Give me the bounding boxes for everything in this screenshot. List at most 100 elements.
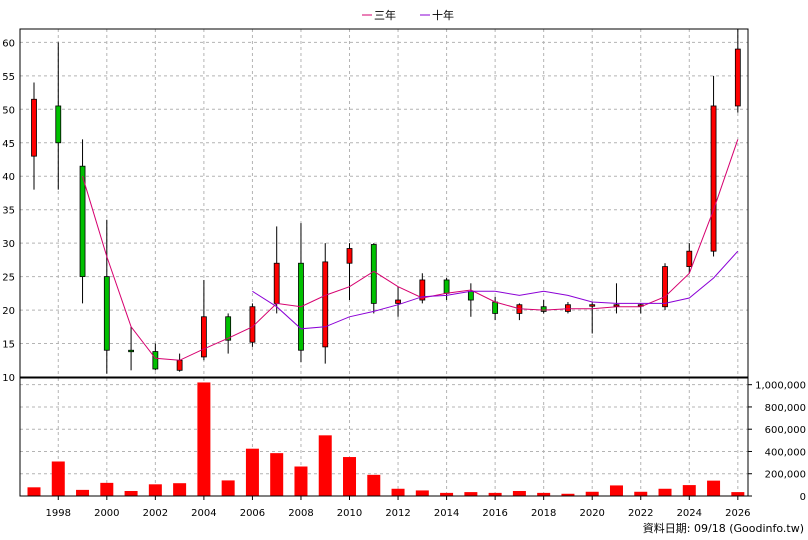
volume-tick-label: 800,000 bbox=[765, 403, 806, 414]
candle-2000 bbox=[103, 219, 110, 374]
year-tick-label: 2012 bbox=[385, 508, 410, 519]
volume-panel-frame bbox=[19, 377, 749, 497]
price-tick-label: 10 bbox=[2, 373, 15, 384]
candle-2009 bbox=[322, 243, 329, 364]
price-tick-label: 35 bbox=[2, 206, 15, 217]
volume-bar-2005 bbox=[221, 480, 235, 496]
volume-bar-2017 bbox=[512, 490, 526, 496]
candle-2002 bbox=[152, 343, 159, 371]
candle-2004 bbox=[200, 279, 207, 361]
volume-bar-2011 bbox=[367, 474, 381, 496]
volume-bar-2025 bbox=[707, 480, 721, 496]
volume-tick-label: 0 bbox=[800, 492, 806, 503]
year-tick-label: 2024 bbox=[677, 508, 702, 519]
data-date-credit: 資料日期: 09/18 (Goodinfo.tw) bbox=[643, 521, 804, 535]
candle-body bbox=[79, 165, 86, 278]
candle-1999 bbox=[79, 139, 86, 304]
candle-body bbox=[31, 98, 37, 157]
candle-2023 bbox=[662, 263, 668, 311]
volume-bar-2022 bbox=[634, 491, 648, 496]
volume-bar-2002 bbox=[148, 484, 162, 496]
legend: 三年 十年 bbox=[362, 8, 454, 22]
plot-frames bbox=[19, 28, 749, 500]
candle-2019 bbox=[565, 302, 571, 314]
volume-bar-2006 bbox=[245, 448, 259, 496]
volume-bar-2001 bbox=[124, 490, 138, 496]
volume-grid bbox=[20, 384, 748, 475]
volume-bar-2019 bbox=[561, 493, 575, 496]
candle-body bbox=[565, 304, 571, 312]
volume-bar-2014 bbox=[440, 492, 454, 496]
candle-body bbox=[467, 290, 474, 301]
volume-bar-2023 bbox=[658, 488, 672, 496]
volume-bar-2003 bbox=[173, 483, 187, 496]
moving-average-line-1 bbox=[82, 139, 739, 361]
year-tick-label: 2002 bbox=[143, 508, 168, 519]
volume-bar-2016 bbox=[488, 492, 502, 496]
volume-bar-2020 bbox=[585, 491, 599, 496]
volume-bar-2004 bbox=[197, 382, 211, 496]
volume-bar-1997 bbox=[27, 487, 41, 496]
volume-bar-2009 bbox=[318, 435, 332, 496]
volume-tick-label: 600,000 bbox=[765, 425, 806, 436]
legend-label-1: 三年 bbox=[374, 8, 396, 22]
candle-1997 bbox=[31, 82, 37, 190]
candle-body bbox=[710, 105, 717, 252]
year-tick-label: 1998 bbox=[46, 508, 71, 519]
year-tick-label: 2026 bbox=[725, 508, 750, 519]
candle-body bbox=[200, 316, 207, 358]
price-tick-label: 55 bbox=[2, 72, 15, 83]
candle-body bbox=[176, 359, 183, 371]
candle-body bbox=[662, 266, 668, 308]
candle-1998 bbox=[55, 42, 62, 190]
candle-2024 bbox=[686, 243, 693, 274]
candle-body bbox=[589, 304, 596, 307]
price-tick-label: 25 bbox=[2, 273, 15, 284]
volume-bar-2007 bbox=[270, 453, 284, 496]
year-tick-label: 2022 bbox=[628, 508, 653, 519]
volume-tick-label: 400,000 bbox=[765, 447, 806, 458]
candle-body bbox=[273, 262, 280, 304]
candle-2020 bbox=[589, 302, 596, 334]
candle-body bbox=[492, 301, 499, 314]
volume-bar-2008 bbox=[294, 466, 308, 496]
volume-bar-2018 bbox=[537, 492, 551, 496]
candle-body bbox=[613, 304, 620, 307]
volume-bar-2021 bbox=[609, 485, 623, 496]
price-axis-ticks: 10 15 20 25 30 35 40 45 50 55 60 bbox=[2, 38, 15, 384]
candle-body bbox=[225, 316, 232, 341]
year-axis-ticks: 1998 2000 2002 2004 2006 2008 2010 2012 2014 2016… bbox=[46, 508, 751, 519]
candle-body bbox=[103, 276, 110, 351]
volume-bar-1998 bbox=[51, 461, 65, 496]
price-tick-label: 40 bbox=[2, 172, 15, 183]
volume-bar-2000 bbox=[100, 482, 114, 496]
candle-2018 bbox=[540, 300, 547, 314]
volume-tick-label: 1,000,000 bbox=[755, 381, 806, 392]
candle-2011 bbox=[370, 243, 377, 314]
candle-body bbox=[55, 105, 62, 144]
candle-body bbox=[443, 279, 450, 294]
volume-tick-label: 200,000 bbox=[765, 470, 806, 481]
volume-bar-2012 bbox=[391, 488, 405, 496]
candle-body bbox=[322, 261, 329, 348]
candle-body bbox=[686, 250, 693, 267]
year-tick-label: 2014 bbox=[434, 508, 459, 519]
price-tick-label: 30 bbox=[2, 239, 15, 250]
candle-body bbox=[346, 248, 353, 264]
moving-average-line-2 bbox=[252, 250, 739, 330]
candle-2010 bbox=[346, 243, 353, 301]
candle-2012 bbox=[395, 286, 401, 317]
candle-body bbox=[395, 299, 401, 304]
legend-label-2: 十年 bbox=[432, 8, 454, 22]
volume-bar-2010 bbox=[343, 457, 357, 496]
year-tick-label: 2016 bbox=[482, 508, 507, 519]
price-tick-label: 15 bbox=[2, 340, 15, 351]
moving-average-lines bbox=[82, 139, 739, 361]
price-tick-label: 60 bbox=[2, 38, 15, 49]
volume-bars bbox=[27, 382, 745, 496]
volume-axis-ticks: 0 200,000 400,000 600,000 800,000 1,000,000 bbox=[748, 381, 806, 503]
candle-2026 bbox=[734, 29, 741, 113]
candle-2005 bbox=[225, 313, 232, 354]
